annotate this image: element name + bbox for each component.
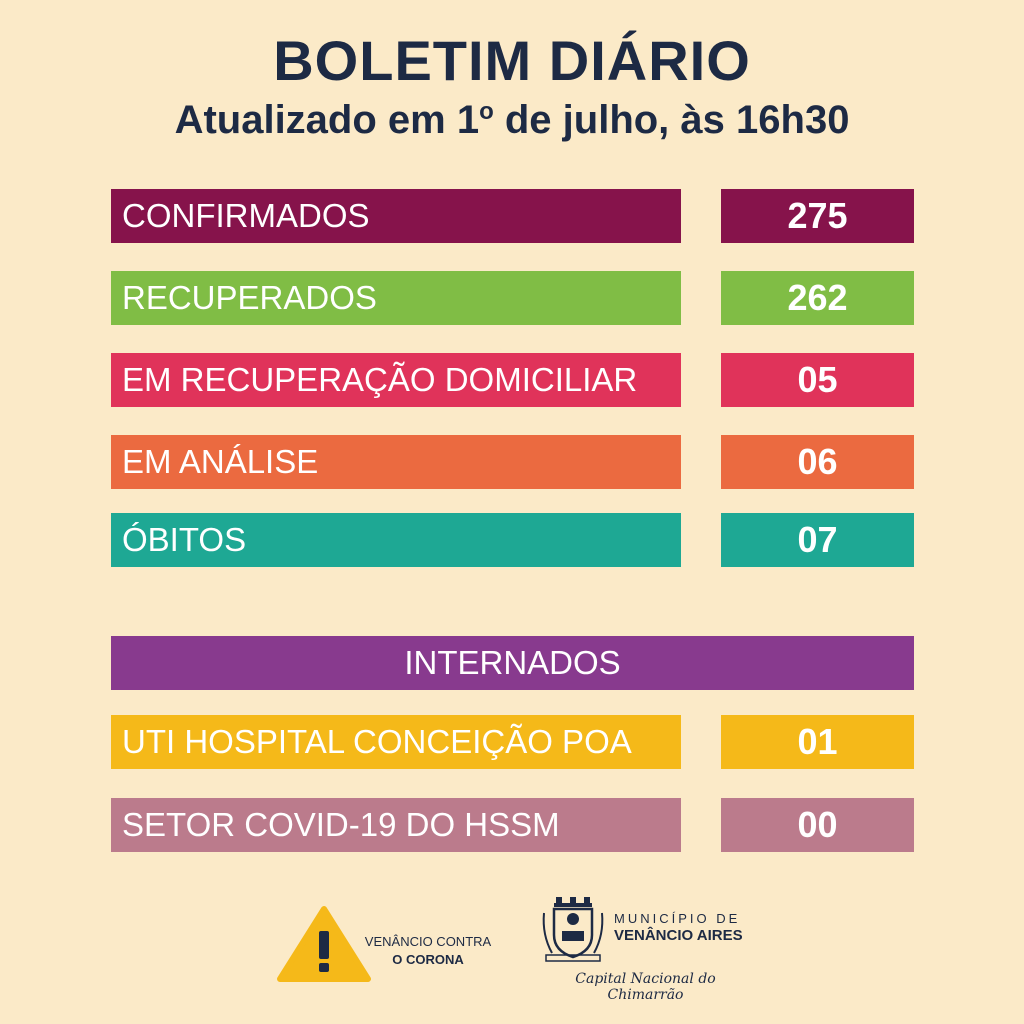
page-subtitle: Atualizado em 1o de julho, às 16h30	[0, 98, 1024, 143]
campaign-badge: VENÂNCIO CONTRA O CORONA	[276, 905, 506, 985]
icu-value: 01	[721, 715, 914, 769]
covid-ward-label: SETOR COVID-19 DO HSSM	[111, 798, 681, 852]
subtitle-suffix: de julho, às 16h30	[493, 98, 850, 142]
municipality-name: VENÂNCIO AIRES	[614, 927, 743, 944]
recovered-label: RECUPERADOS	[111, 271, 681, 325]
warning-triangle-icon	[277, 906, 371, 982]
campaign-text: VENÂNCIO CONTRA O CORONA	[358, 933, 498, 969]
page-title: BOLETIM DIÁRIO	[273, 29, 751, 92]
covid-ward-value: 00	[721, 798, 914, 852]
coat-of-arms-icon	[542, 897, 604, 962]
campaign-line-2: O CORONA	[392, 952, 464, 967]
municipality-slogan: Capital Nacional do Chimarrão	[575, 971, 716, 1003]
under-analysis-value: 06	[721, 435, 914, 489]
under-analysis-label: EM ANÁLISE	[111, 435, 681, 489]
icu-label: UTI HOSPITAL CONCEIÇÃO POA	[111, 715, 681, 769]
recovered-value: 262	[721, 271, 914, 325]
subtitle-ordinal: o	[479, 98, 494, 125]
home-recovery-label: EM RECUPERAÇÃO DOMICILIAR	[111, 353, 681, 407]
hospitalized-heading: INTERNADOS	[111, 636, 914, 690]
confirmed-label: CONFIRMADOS	[111, 189, 681, 243]
campaign-line-1: VENÂNCIO CONTRA	[364, 934, 492, 949]
confirmed-value: 275	[721, 189, 914, 243]
municipality-logo: MUNICÍPIO DE VENÂNCIO AIRES Capital Naci…	[538, 895, 768, 1003]
home-recovery-value: 05	[721, 353, 914, 407]
subtitle-prefix: Atualizado em 1	[174, 98, 480, 142]
deaths-value: 07	[721, 513, 914, 567]
deaths-label: ÓBITOS	[111, 513, 681, 567]
municipality-label: MUNICÍPIO DE	[614, 911, 741, 926]
